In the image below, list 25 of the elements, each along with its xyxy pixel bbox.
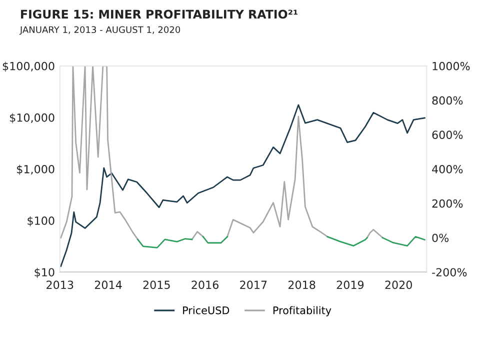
chart-subtitle: JANUARY 1, 2013 - AUGUST 1, 2020 [19, 26, 180, 35]
y2-tick-label: 400% [432, 164, 463, 174]
y-tick-label: $100 [28, 216, 54, 226]
line-series [60, 104, 426, 267]
y-tick-label: $10,000 [10, 113, 54, 124]
chart-title: FIGURE 15: MINER PROFITABILITY RATIO²¹ [21, 10, 298, 19]
x-tick-label: 2016 [192, 280, 218, 290]
y2-tick-label: 600% [432, 130, 463, 140]
y2-tick-label: -200% [432, 268, 467, 276]
x-tick-label: 2017 [240, 280, 267, 290]
x-tick-label: 2019 [336, 280, 364, 290]
x-tick-label: 2020 [385, 280, 412, 290]
y-tick-label: $100,000 [2, 62, 54, 72]
x-tick-label: 2018 [288, 280, 316, 290]
y2-tick-label: 1000% [432, 62, 470, 70]
x-tick-label: 2015 [143, 280, 170, 290]
legend-label: Profitability [273, 306, 332, 316]
y-tick-label: $1,000 [17, 164, 54, 175]
x-tick-label: 2013 [46, 280, 74, 290]
y2-tick-label: 200% [432, 199, 463, 208]
legend-label: PriceUSD [183, 306, 230, 314]
y2-tick-label: 0% [432, 234, 449, 242]
y-tick-label: $10 [34, 268, 54, 278]
y2-tick-label: 800% [432, 96, 463, 105]
x-tick-label: 2014 [94, 280, 122, 290]
